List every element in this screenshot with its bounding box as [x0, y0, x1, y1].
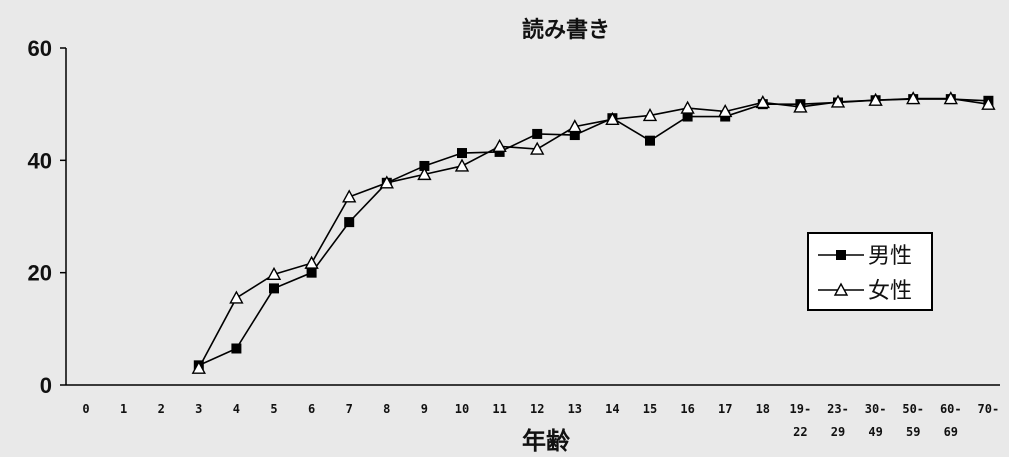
- data-point-male: [682, 111, 693, 122]
- x-tick-label: 2: [158, 402, 165, 416]
- x-tick-label: 19-: [790, 402, 812, 416]
- data-point-female: [605, 111, 620, 126]
- x-tick-label: 16: [680, 402, 694, 416]
- data-point-female: [755, 95, 770, 109]
- x-tick-label: 18: [756, 402, 770, 416]
- data-point-female: [342, 189, 357, 203]
- x-tick-label: 29: [831, 425, 845, 439]
- x-tick-label: 69: [944, 425, 958, 439]
- data-point-male: [231, 343, 242, 354]
- data-point-female: [943, 91, 958, 105]
- data-point-male: [645, 135, 655, 146]
- x-tick-label: 23-: [827, 402, 849, 416]
- x-tick-label: 59: [906, 425, 920, 439]
- x-tick-label: 1: [120, 402, 127, 416]
- data-point-male: [569, 130, 580, 141]
- data-point-female: [417, 166, 432, 181]
- data-point-female: [191, 360, 206, 374]
- legend-marker-female: [833, 282, 849, 296]
- data-point-female: [830, 94, 846, 108]
- x-axis-label: 年齢: [522, 427, 571, 455]
- series-group: [191, 91, 996, 374]
- x-tick-label: 49: [868, 425, 882, 439]
- data-point-male: [306, 267, 317, 278]
- data-point-male: [344, 217, 355, 228]
- legend-label-1: 男性: [868, 244, 912, 269]
- data-point-female: [229, 290, 244, 304]
- x-axis-ticks: 0 1 2 3 4 5 6 7 8 9 10 11 12 13 14 15 16 17 18 19-2223-2930…: [82, 402, 999, 439]
- x-tick-label: 3: [195, 402, 202, 416]
- data-point-male: [532, 128, 543, 139]
- x-tick-label: 70-: [978, 402, 1000, 416]
- data-point-female: [454, 158, 470, 172]
- legend-label-2: 女性: [868, 279, 912, 304]
- data-point-female: [304, 255, 319, 269]
- x-tick-label: 13: [568, 402, 582, 416]
- data-point-male: [269, 283, 279, 294]
- y-tick-label: 40: [28, 148, 52, 173]
- x-tick-label: 11: [492, 402, 506, 416]
- x-tick-label: 7: [346, 402, 353, 416]
- data-point-female: [379, 175, 394, 189]
- x-tick-label: 10: [455, 402, 469, 416]
- data-point-male: [419, 160, 430, 171]
- data-point-female: [793, 99, 808, 113]
- x-tick-label: 5: [270, 402, 277, 416]
- x-tick-label: 12: [530, 402, 544, 416]
- x-tick-label: 0: [82, 402, 89, 416]
- data-point-female: [906, 91, 921, 105]
- x-tick-label: 4: [233, 402, 240, 416]
- y-tick-label: 20: [28, 261, 52, 286]
- x-tick-label: 50-: [902, 402, 924, 416]
- data-point-male: [457, 148, 467, 159]
- data-point-female: [981, 96, 996, 110]
- x-tick-label: 22: [793, 425, 807, 439]
- x-tick-label: 9: [421, 402, 428, 416]
- x-tick-label: 17: [718, 402, 732, 416]
- x-tick-label: 6: [308, 402, 315, 416]
- data-point-female: [530, 141, 545, 155]
- data-point-female: [567, 119, 582, 133]
- legend-marker-male: [836, 250, 846, 260]
- x-tick-label: 8: [383, 402, 390, 416]
- y-tick-label: 0: [40, 373, 52, 398]
- data-point-female: [868, 92, 883, 106]
- x-tick-label: 15: [643, 402, 657, 416]
- legend-box: [807, 232, 933, 311]
- chart-title: 読み書き: [522, 17, 610, 43]
- data-point-female: [642, 107, 658, 122]
- data-point-female: [492, 138, 507, 152]
- axes: [65, 48, 1000, 386]
- series-line-2: [198, 97, 989, 369]
- data-point-female: [680, 100, 695, 114]
- data-point-female: [718, 104, 733, 118]
- data-point-female: [266, 266, 282, 281]
- x-tick-label: 14: [605, 402, 619, 416]
- y-axis-ticks: 0 20 40 60: [28, 36, 66, 398]
- y-tick-label: 60: [28, 36, 52, 61]
- x-tick-label: 60-: [940, 402, 962, 416]
- x-tick-label: 30-: [865, 402, 887, 416]
